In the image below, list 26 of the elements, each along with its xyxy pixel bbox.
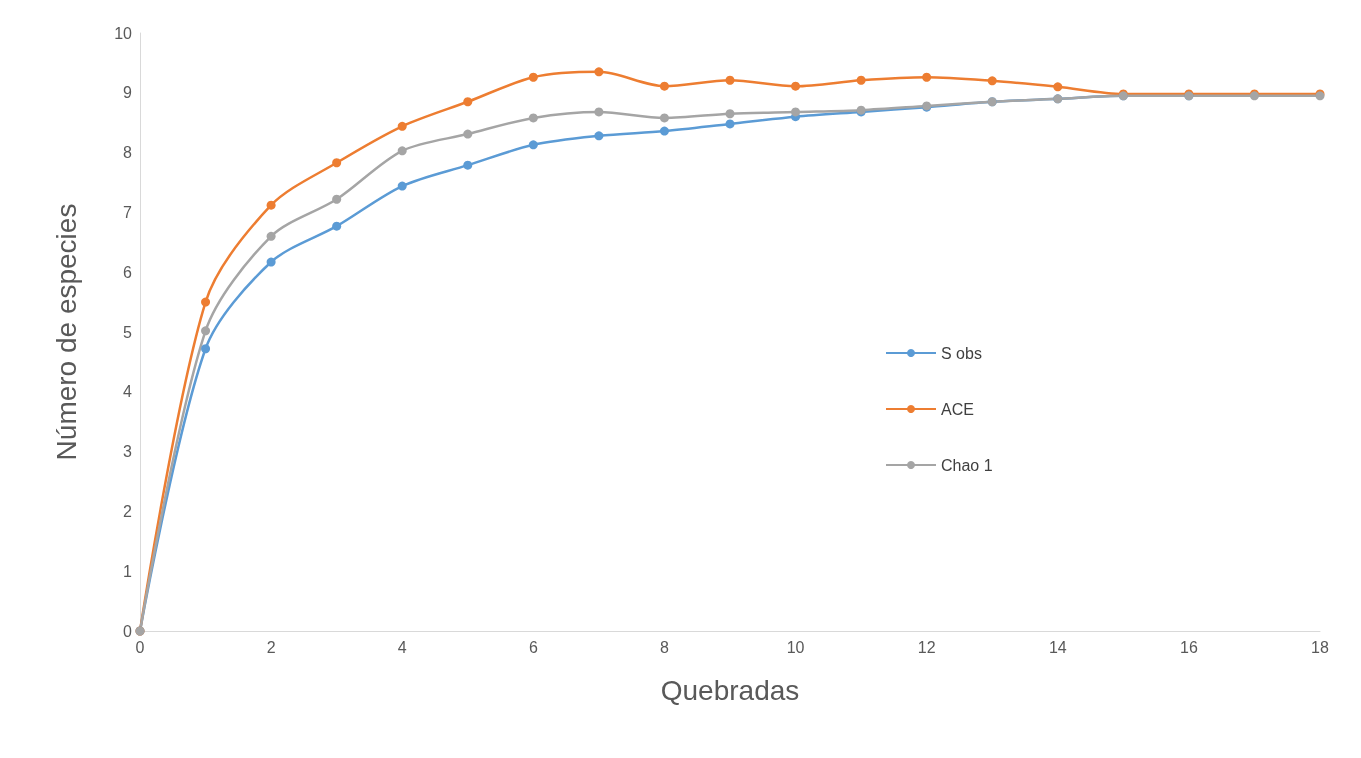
y-tick-label: 5: [123, 323, 133, 341]
y-tick-label: 0: [123, 622, 133, 640]
y-axis-title: Número de especies: [50, 203, 82, 461]
x-tick-label: 2: [266, 638, 276, 656]
x-tick-label: 4: [397, 638, 407, 656]
y-tick-label: 3: [123, 443, 133, 461]
x-tick-label: 6: [528, 638, 538, 656]
y-tick-label: 7: [123, 203, 133, 221]
x-tick-label: 18: [1311, 638, 1329, 656]
x-tick-label: 10: [786, 638, 805, 656]
x-tick-label: 8: [659, 638, 669, 656]
legend-label: Chao 1: [941, 456, 993, 474]
x-tick-label: 0: [135, 638, 145, 656]
x-tick-label: 12: [917, 638, 936, 656]
y-tick-label: 10: [114, 24, 133, 42]
x-tick-label: 14: [1048, 638, 1067, 656]
y-tick-label: 9: [123, 84, 133, 102]
y-tick-label: 6: [123, 263, 133, 281]
y-tick-label: 8: [123, 144, 133, 162]
legend-label: ACE: [941, 400, 974, 418]
y-tick-label: 2: [123, 502, 133, 520]
x-axis-title: Quebradas: [660, 674, 800, 706]
y-tick-label: 1: [123, 562, 133, 580]
legend-label: S obs: [941, 344, 982, 362]
y-tick-label: 4: [123, 383, 133, 401]
x-tick-label: 16: [1179, 638, 1198, 656]
